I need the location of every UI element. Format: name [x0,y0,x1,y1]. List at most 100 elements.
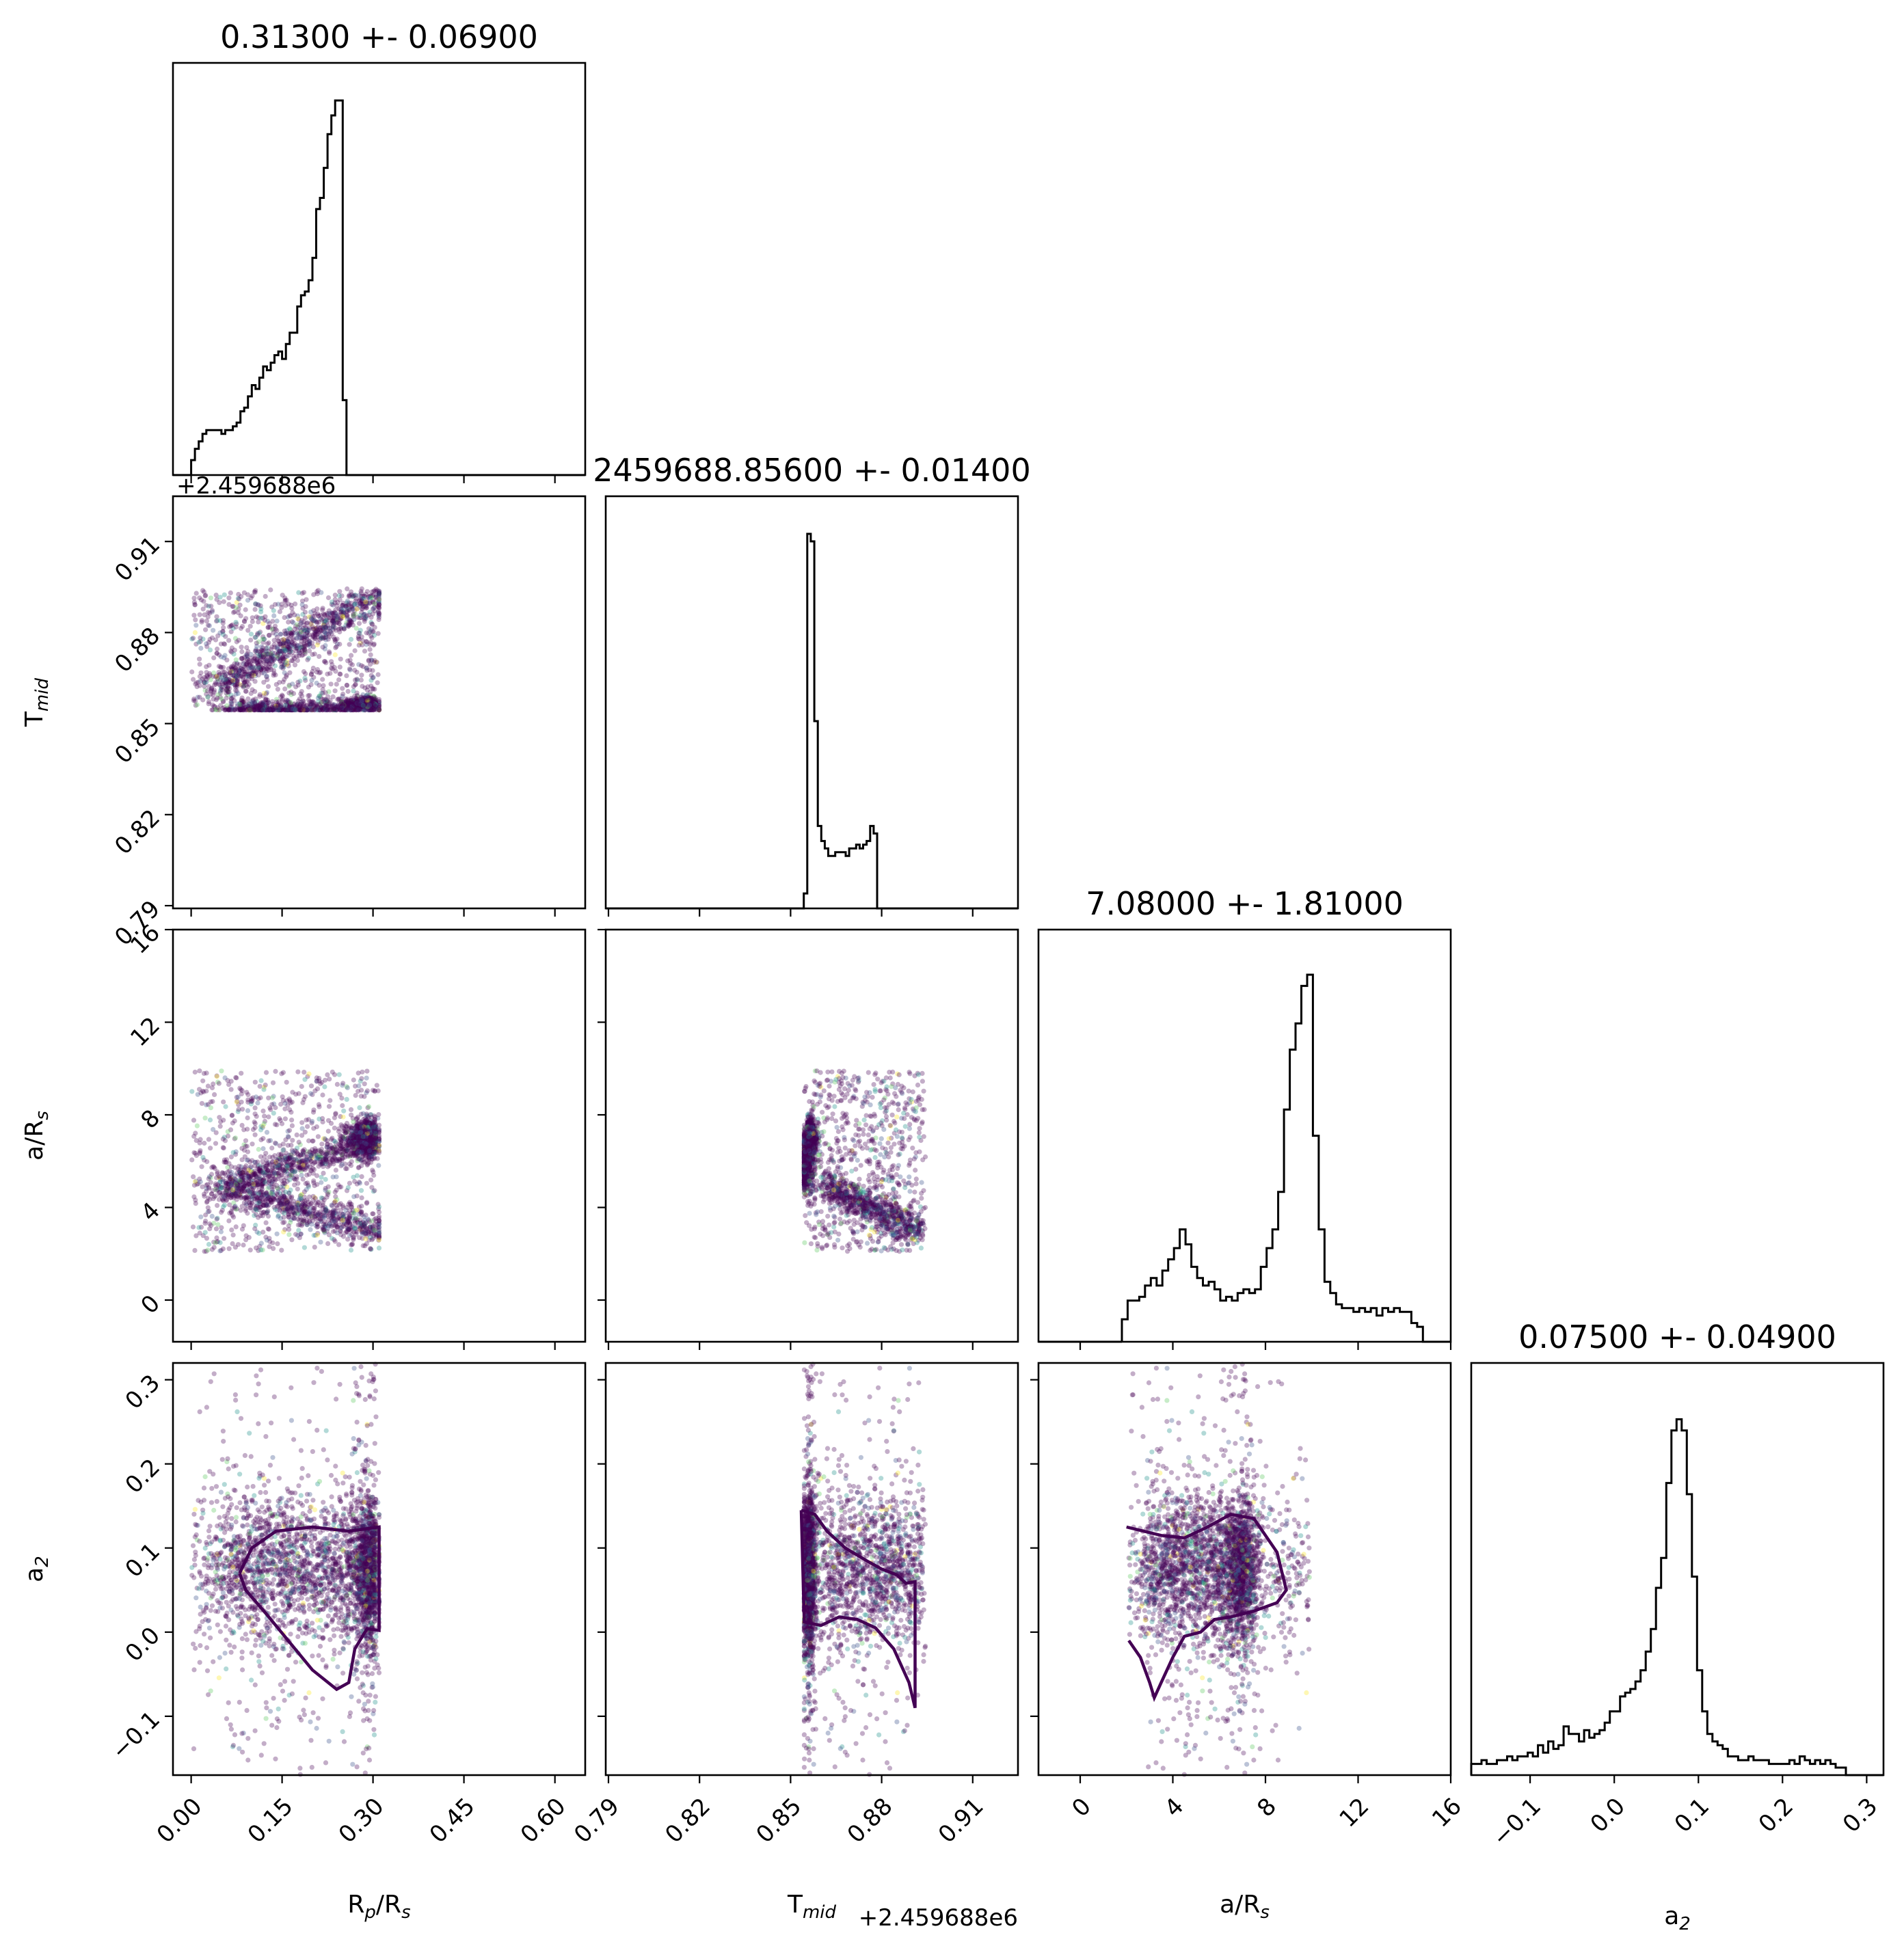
scatter-point [233,619,239,625]
scatter-point [204,619,209,624]
scatter-point [189,669,195,675]
scatter-point [260,649,265,654]
scatter-point [367,703,373,708]
scatter-point [193,617,198,623]
scatter-point [222,653,228,658]
scatter-point [333,707,339,713]
scatter-point [332,613,338,619]
histogram-step-rp [190,99,585,476]
histogram-bin [849,848,853,908]
histogram-bin [229,430,233,475]
scatter-point [366,703,372,708]
scatter-point [369,595,375,601]
scatter-point [347,642,352,647]
histogram-bin [252,386,256,476]
scatter-point [306,1183,311,1188]
scatter-point [278,707,283,713]
scatter-point [286,707,292,713]
histogram-bin [824,848,828,908]
scatter-point [239,645,244,650]
histogram-bin [305,292,309,476]
scatter-point [289,700,294,705]
scatter-point [192,630,198,636]
scatter-point [344,702,349,707]
scatter-point [247,623,253,629]
scatter-point [229,1227,234,1232]
scatter-point [282,631,288,636]
scatter-point [372,699,378,704]
scatter-point [368,593,374,598]
scatter-point [310,626,317,632]
scatter-point [289,606,295,611]
scatter-point [295,701,301,706]
scatter-point [375,631,381,636]
scatter-point [200,606,206,612]
scatter-point [323,701,328,706]
histogram-bin [222,434,226,475]
scatter-point [247,701,252,707]
histogram-bin [267,370,271,475]
scatter-point [346,700,351,705]
scatter-point [198,635,203,640]
scatter-point [320,607,325,612]
scatter-point [231,666,237,672]
scatter-point [360,684,365,689]
scatter-point [370,697,375,703]
scatter-point [241,702,246,707]
scatter-point [365,703,371,709]
scatter-point [215,705,220,710]
scatter-point [347,666,352,672]
scatter-point [193,623,199,628]
scatter-point [359,704,364,710]
scatter-point [366,702,371,707]
scatter-point [254,660,260,666]
scatter-point [333,1167,338,1173]
scatter-point [273,1068,278,1074]
scatter-point [333,707,338,713]
scatter-point [306,693,311,699]
scatter-point [256,1146,261,1152]
scatter-point [197,683,202,688]
scatter-point [279,707,284,713]
scatter-point [367,703,373,708]
scatter-point [325,1129,331,1134]
scatter-point [213,681,219,687]
scatter-point [254,640,259,646]
scatter-point [255,1100,260,1106]
scatter-point [204,1070,209,1076]
scatter-point [311,700,317,705]
scatter-point [376,707,382,713]
histogram-bin [217,430,222,475]
scatter-point [347,1180,352,1186]
histogram-bin [835,852,839,908]
scatter-point [239,656,245,661]
scatter-point [327,1098,333,1103]
scatter-point [376,707,382,712]
scatter-point [213,593,219,598]
scatter-point [372,604,377,610]
scatter-point [216,1197,222,1202]
scatter-point [226,1246,232,1252]
histogram-bin [856,845,859,908]
scatter-point [263,705,269,711]
scatter-point [317,683,322,688]
scatter-point [228,671,234,676]
scatter-point [264,1130,270,1135]
scatter-point [237,707,243,713]
scatter-point [338,697,344,702]
scatter-point [284,697,289,703]
histogram-bin [312,258,317,475]
scatter-point [360,700,366,705]
scatter-point [369,704,375,710]
scatter-point [358,703,364,709]
scatter-point [221,625,226,630]
scatter-point [234,672,241,677]
scatter-point [369,699,375,705]
scatter-point [373,702,378,707]
scatter-point [302,634,308,640]
scatter-point [373,703,379,709]
scatter-point [259,707,265,713]
scatter-point [231,664,237,670]
scatter-point [241,684,246,689]
scatter-point [373,702,378,707]
